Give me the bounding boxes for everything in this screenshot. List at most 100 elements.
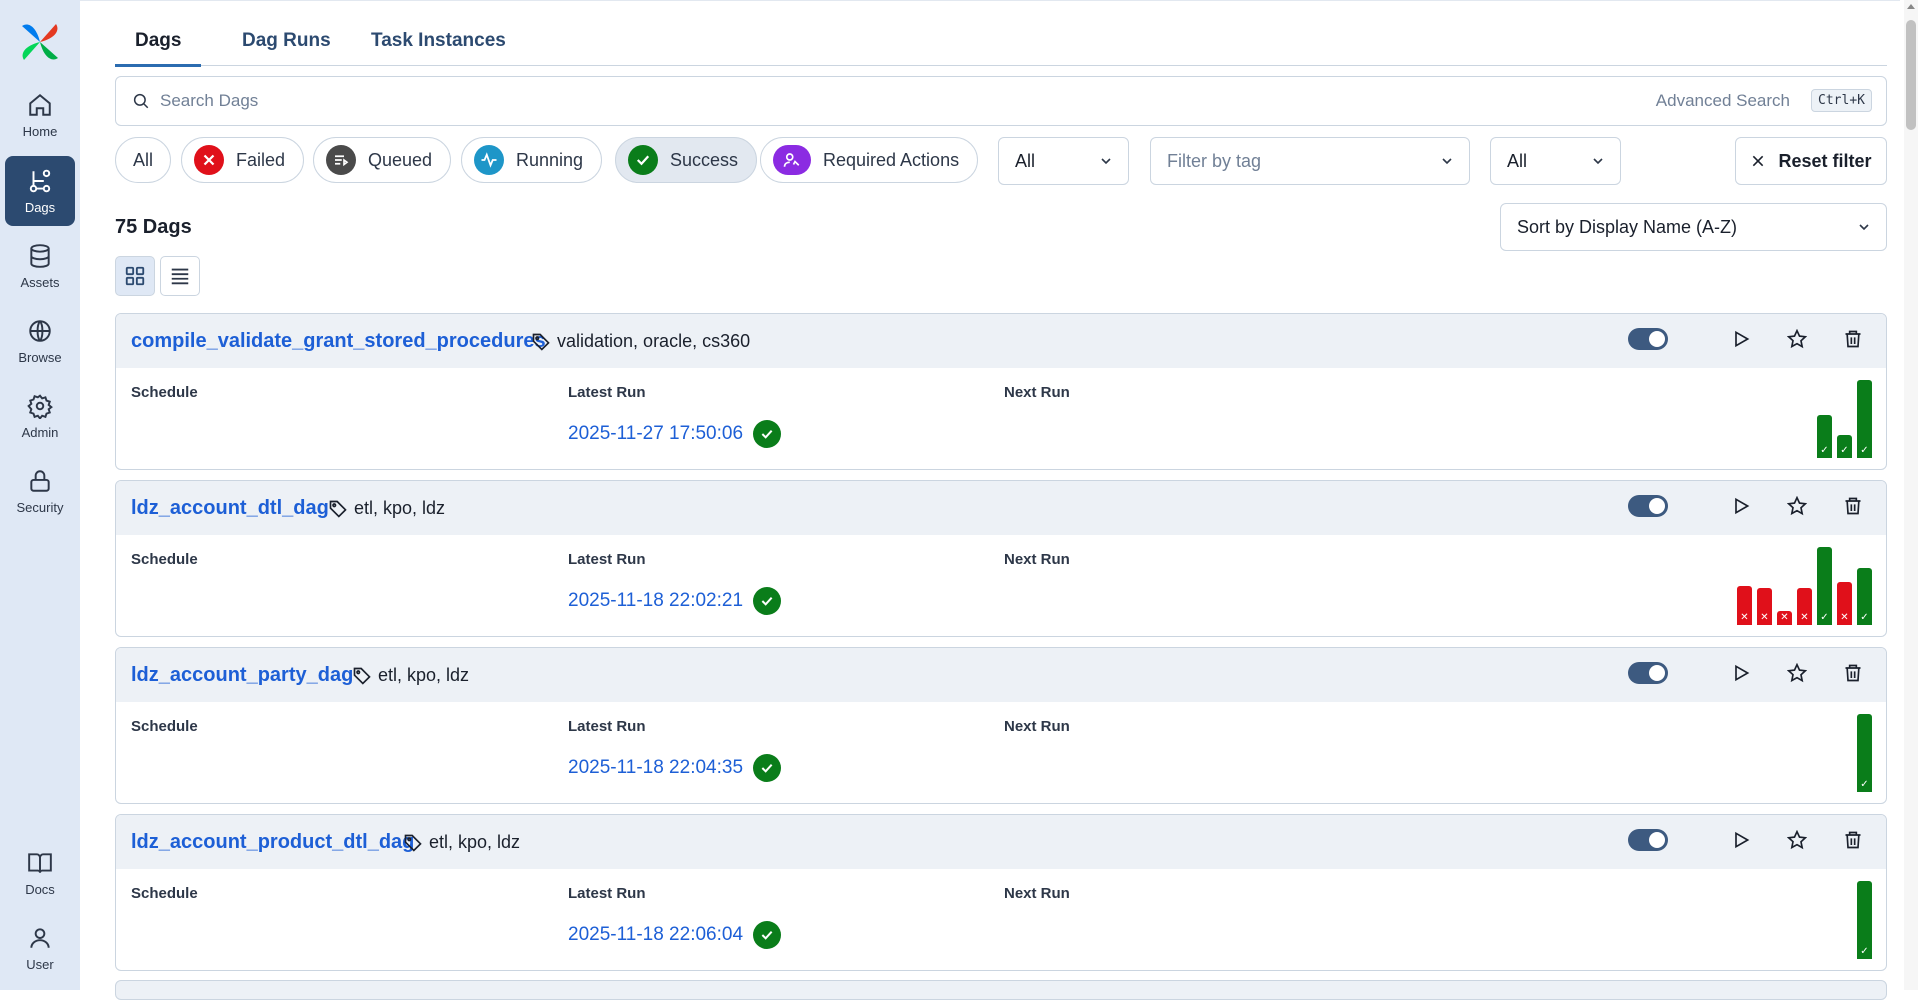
sort-select[interactable]: Sort by Display Name (A-Z) (1500, 203, 1887, 251)
run-bar-success[interactable]: ✓ (1857, 380, 1872, 458)
tag-filter-select[interactable]: Filter by tag (1150, 137, 1470, 185)
latest-run-date: 2025-11-27 17:50:06 (568, 423, 744, 444)
nav-dags-label: Dags (24, 199, 56, 215)
main-content: Dags Dag Runs Task Instances Advanced Se… (115, 0, 1887, 1000)
trigger-button[interactable] (1728, 326, 1754, 352)
tab-dag-runs[interactable]: Dag Runs (242, 30, 331, 51)
shortcut-badge: Ctrl+K (1811, 89, 1872, 112)
filter-queued-label: Queued (368, 149, 433, 170)
advanced-search-link[interactable]: Advanced Search (1655, 91, 1790, 110)
next-run-label: Next Run (1004, 885, 1070, 902)
run-bar-failed[interactable]: ✕ (1737, 586, 1752, 625)
recent-runs-chart: ✓ ✓ ✓ (1572, 376, 1872, 458)
book-icon (28, 852, 52, 873)
pause-toggle[interactable] (1628, 662, 1668, 684)
recent-runs-chart: ✕ ✕ ✕ ✕ ✓ ✕ ✓ (1572, 543, 1872, 625)
latest-run-link[interactable]: 2025-11-18 22:02:21 (568, 587, 782, 615)
nav-browse[interactable]: Browse (5, 306, 75, 376)
dag-card-partial (115, 980, 1887, 1000)
delete-button[interactable] (1840, 660, 1866, 686)
nav-security[interactable]: Security (5, 456, 75, 526)
paused-select[interactable]: All (998, 137, 1129, 185)
dag-tags-text: validation, oracle, cs360 (557, 331, 751, 351)
filter-queued-button[interactable]: Queued (313, 137, 452, 183)
run-bar-failed[interactable]: ✕ (1757, 588, 1772, 625)
nav-dags[interactable]: Dags (5, 156, 75, 226)
pause-toggle[interactable] (1628, 829, 1668, 851)
run-bar-success[interactable]: ✓ (1817, 547, 1832, 625)
success-state-icon (753, 420, 782, 448)
pause-toggle[interactable] (1628, 495, 1668, 517)
nav-user[interactable]: User (5, 913, 75, 983)
reset-filter-button[interactable]: Reset filter (1735, 137, 1887, 185)
nav-assets-label: Assets (20, 274, 60, 290)
latest-run-link[interactable]: 2025-11-27 17:50:06 (568, 420, 782, 448)
dag-name-link[interactable]: compile_validate_grant_stored_procedures (131, 330, 546, 352)
play-icon (1735, 497, 1750, 515)
trigger-button[interactable] (1728, 827, 1754, 853)
filter-success-button[interactable]: Success (615, 137, 758, 183)
tag-mode-select[interactable]: All (1490, 137, 1621, 185)
trash-icon (1845, 664, 1861, 682)
next-run-label: Next Run (1004, 384, 1070, 401)
activity-icon (474, 145, 504, 175)
delete-button[interactable] (1840, 827, 1866, 853)
run-bar-success[interactable]: ✓ (1837, 435, 1852, 458)
latest-run-link[interactable]: 2025-11-18 22:06:04 (568, 921, 782, 949)
filter-running-button[interactable]: Running (461, 137, 603, 183)
dag-card-header: compile_validate_grant_stored_procedures… (116, 314, 1886, 368)
filter-required-actions-button[interactable]: Required Actions (760, 137, 979, 183)
delete-button[interactable] (1840, 326, 1866, 352)
schedule-label: Schedule (131, 885, 198, 902)
latest-run-date: 2025-11-18 22:04:35 (568, 757, 744, 778)
favorite-button[interactable] (1784, 326, 1810, 352)
schedule-label: Schedule (131, 718, 198, 735)
dag-name-link[interactable]: ldz_account_party_dag (131, 664, 354, 686)
nav-assets[interactable]: Assets (5, 231, 75, 301)
tab-task-instances[interactable]: Task Instances (371, 30, 506, 51)
nav-docs[interactable]: Docs (5, 838, 75, 908)
filter-all-button[interactable]: All (115, 137, 172, 183)
globe-icon (29, 319, 51, 342)
filter-running-label: Running (516, 149, 584, 170)
nav-admin-label: Admin (21, 424, 59, 440)
delete-button[interactable] (1840, 493, 1866, 519)
run-bar-success[interactable]: ✓ (1857, 714, 1872, 792)
filter-success-label: Success (670, 149, 739, 170)
list-view-button[interactable] (160, 256, 200, 296)
trigger-button[interactable] (1728, 660, 1754, 686)
dag-name-link[interactable]: ldz_account_product_dtl_dag (131, 831, 415, 853)
latest-run-link[interactable]: 2025-11-18 22:04:35 (568, 754, 782, 782)
nav-home[interactable]: Home (5, 80, 75, 150)
home-icon (29, 93, 51, 116)
nav-admin[interactable]: Admin (5, 381, 75, 451)
airflow-logo[interactable] (18, 20, 62, 64)
run-bar-failed[interactable]: ✕ (1797, 588, 1812, 625)
favorite-button[interactable] (1784, 827, 1810, 853)
favorite-button[interactable] (1784, 660, 1810, 686)
next-run-label: Next Run (1004, 718, 1070, 735)
trigger-button[interactable] (1728, 493, 1754, 519)
pause-toggle[interactable] (1628, 328, 1668, 350)
tab-dags[interactable]: Dags (115, 30, 202, 67)
search-input[interactable] (160, 91, 1560, 111)
filter-failed-button[interactable]: Failed (181, 137, 305, 183)
scrollbar-thumb[interactable] (1906, 20, 1916, 130)
run-bar-success[interactable]: ✓ (1857, 568, 1872, 625)
run-bar-failed[interactable]: ✕ (1837, 582, 1852, 625)
card-view-button[interactable] (115, 256, 155, 296)
latest-run-label: Latest Run (568, 885, 646, 902)
run-bar-success[interactable]: ✓ (1857, 881, 1872, 959)
favorite-button[interactable] (1784, 493, 1810, 519)
nav-docs-label: Docs (25, 881, 55, 897)
scrollbar-track[interactable] (1904, 0, 1918, 990)
next-run-label: Next Run (1004, 551, 1070, 568)
scroll-up-arrow[interactable] (1907, 4, 1915, 9)
sidebar: Home Dags Assets Browse Admin Security D… (0, 0, 80, 990)
trash-icon (1845, 831, 1861, 849)
dag-name-link[interactable]: ldz_account_dtl_dag (131, 497, 329, 519)
x-circle-icon (194, 145, 224, 175)
run-bar-failed[interactable]: ✕ (1777, 611, 1792, 625)
latest-run-label: Latest Run (568, 718, 646, 735)
run-bar-success[interactable]: ✓ (1817, 415, 1832, 458)
